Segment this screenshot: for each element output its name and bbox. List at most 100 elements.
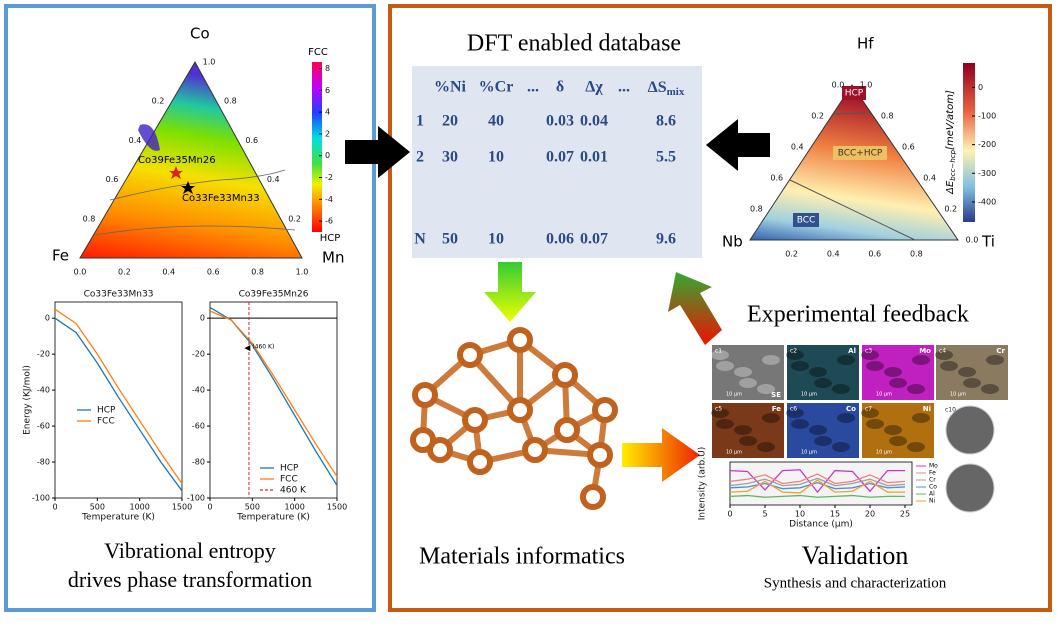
texture (757, 442, 775, 452)
texture (935, 350, 953, 360)
scale-bar: 10 µm (726, 392, 742, 398)
ternary-tick-label: 0.6 (106, 175, 119, 184)
x-axis-label: Temperature (K) (236, 513, 310, 523)
cell: 5.5 (656, 149, 676, 166)
colorbar (312, 62, 322, 232)
texture (963, 378, 981, 388)
y-tick-label: -60 (37, 422, 50, 431)
cell: 0.07 (546, 149, 574, 166)
texture (757, 384, 775, 394)
texture (866, 419, 884, 429)
ternary-tick-label: 0.8 (224, 97, 237, 106)
texture (907, 442, 925, 452)
plot-frame (54, 301, 183, 499)
ternary-tick-label: 0.2 (288, 214, 301, 223)
section-title: DFT enabled database (467, 31, 681, 57)
colorbar-tick-label: -300 (978, 169, 996, 178)
element-label: Fe (772, 405, 781, 413)
element-label: Al (848, 347, 856, 355)
colorbar-tick-label: -6 (325, 217, 333, 226)
x-axis-label: Temperature (K) (81, 513, 155, 523)
series-line (54, 317, 183, 492)
vertex-label: Fe (52, 247, 69, 265)
row-id: 1 (416, 113, 424, 130)
texture (791, 419, 809, 429)
row-id: 2 (416, 149, 424, 166)
column-header: %Ni (434, 79, 467, 96)
section-title: Validation (802, 541, 909, 570)
star-marker (181, 181, 195, 194)
scale-bar: 10 µm (801, 392, 817, 398)
annotation: (460 K) (252, 344, 274, 351)
colorbar-tick-label: -400 (978, 197, 996, 206)
plot-frame (209, 301, 338, 499)
scale-bar: 10 µm (950, 392, 966, 398)
ternary-tick-label: 0.8 (750, 205, 763, 214)
vertex-label: Hf (857, 35, 874, 53)
y-tick-label: -20 (37, 350, 50, 359)
network-node (507, 397, 533, 423)
colorbar-tick-label: 2 (325, 129, 330, 138)
ternary-map (749, 84, 959, 241)
texture (832, 442, 850, 452)
ternary-tick-label: 1.0 (203, 58, 216, 67)
micrographs: c1 SE 10 µm c2 Al 10 µm c3 Mo 10 µm c4 Cr 10 µm c5 Fe… (711, 345, 1008, 513)
texture (861, 408, 879, 418)
x-tick-label: 20 (865, 510, 875, 519)
arrow (622, 428, 700, 482)
texture (861, 350, 879, 360)
legend-label: Cr (929, 477, 936, 484)
arrow (345, 126, 410, 178)
annotation-arrow (244, 345, 251, 352)
caption: drives phase transformation (68, 567, 312, 592)
inset-image (945, 463, 995, 513)
contour (109, 169, 286, 201)
vertex-label: Mn (322, 249, 344, 267)
ternary-tick-label: 0.6 (770, 174, 783, 183)
scale-bar: 10 µm (876, 392, 892, 398)
ternary-tick-label: 0.0 (832, 81, 845, 90)
cell: 30 (442, 149, 458, 166)
ternary-tick-label: 0.4 (791, 143, 804, 152)
texture (981, 384, 999, 394)
texture (739, 436, 757, 446)
ternary-tick-label: 0.4 (129, 136, 142, 145)
panel-id: c5 (715, 406, 722, 413)
texture (734, 367, 752, 377)
series-line (729, 479, 905, 494)
texture (889, 436, 907, 446)
cell: 10 (488, 149, 504, 166)
texture (907, 384, 925, 394)
series-line (729, 473, 906, 485)
colorbar-tick-label: -100 (978, 112, 996, 121)
micrograph (862, 403, 934, 458)
network-node (410, 427, 436, 453)
series-line (729, 477, 906, 487)
texture (762, 355, 780, 365)
subtitle: Synthesis and characterization (764, 575, 947, 591)
y-tick-label: -80 (192, 458, 205, 467)
y-tick-label: -40 (192, 386, 205, 395)
ternary-tick-label: 0.6 (868, 250, 881, 259)
x-tick-label: 1000 (284, 503, 304, 512)
colorbar-tick-label: -2 (325, 173, 333, 182)
plot-title: Co33Fe33Mn33 (84, 290, 154, 300)
scale-bar: 10 µm (801, 450, 817, 456)
y-tick-label: -40 (37, 386, 50, 395)
micrograph (936, 345, 1008, 400)
element-label: Mo (919, 347, 931, 355)
texture (889, 378, 907, 388)
region-box (833, 146, 887, 160)
texture (711, 408, 729, 418)
arrow (706, 119, 770, 171)
inset-label: c10 (945, 407, 956, 414)
network-node (592, 397, 618, 423)
micrograph (862, 345, 934, 400)
texture (739, 378, 757, 388)
header-main: ΔS (648, 79, 667, 96)
ternary-tick-label: 1.0 (296, 268, 309, 277)
region-label: HCP (845, 89, 864, 99)
x-tick-label: 25 (900, 510, 910, 519)
arrow (484, 262, 536, 322)
series-line (209, 310, 338, 477)
